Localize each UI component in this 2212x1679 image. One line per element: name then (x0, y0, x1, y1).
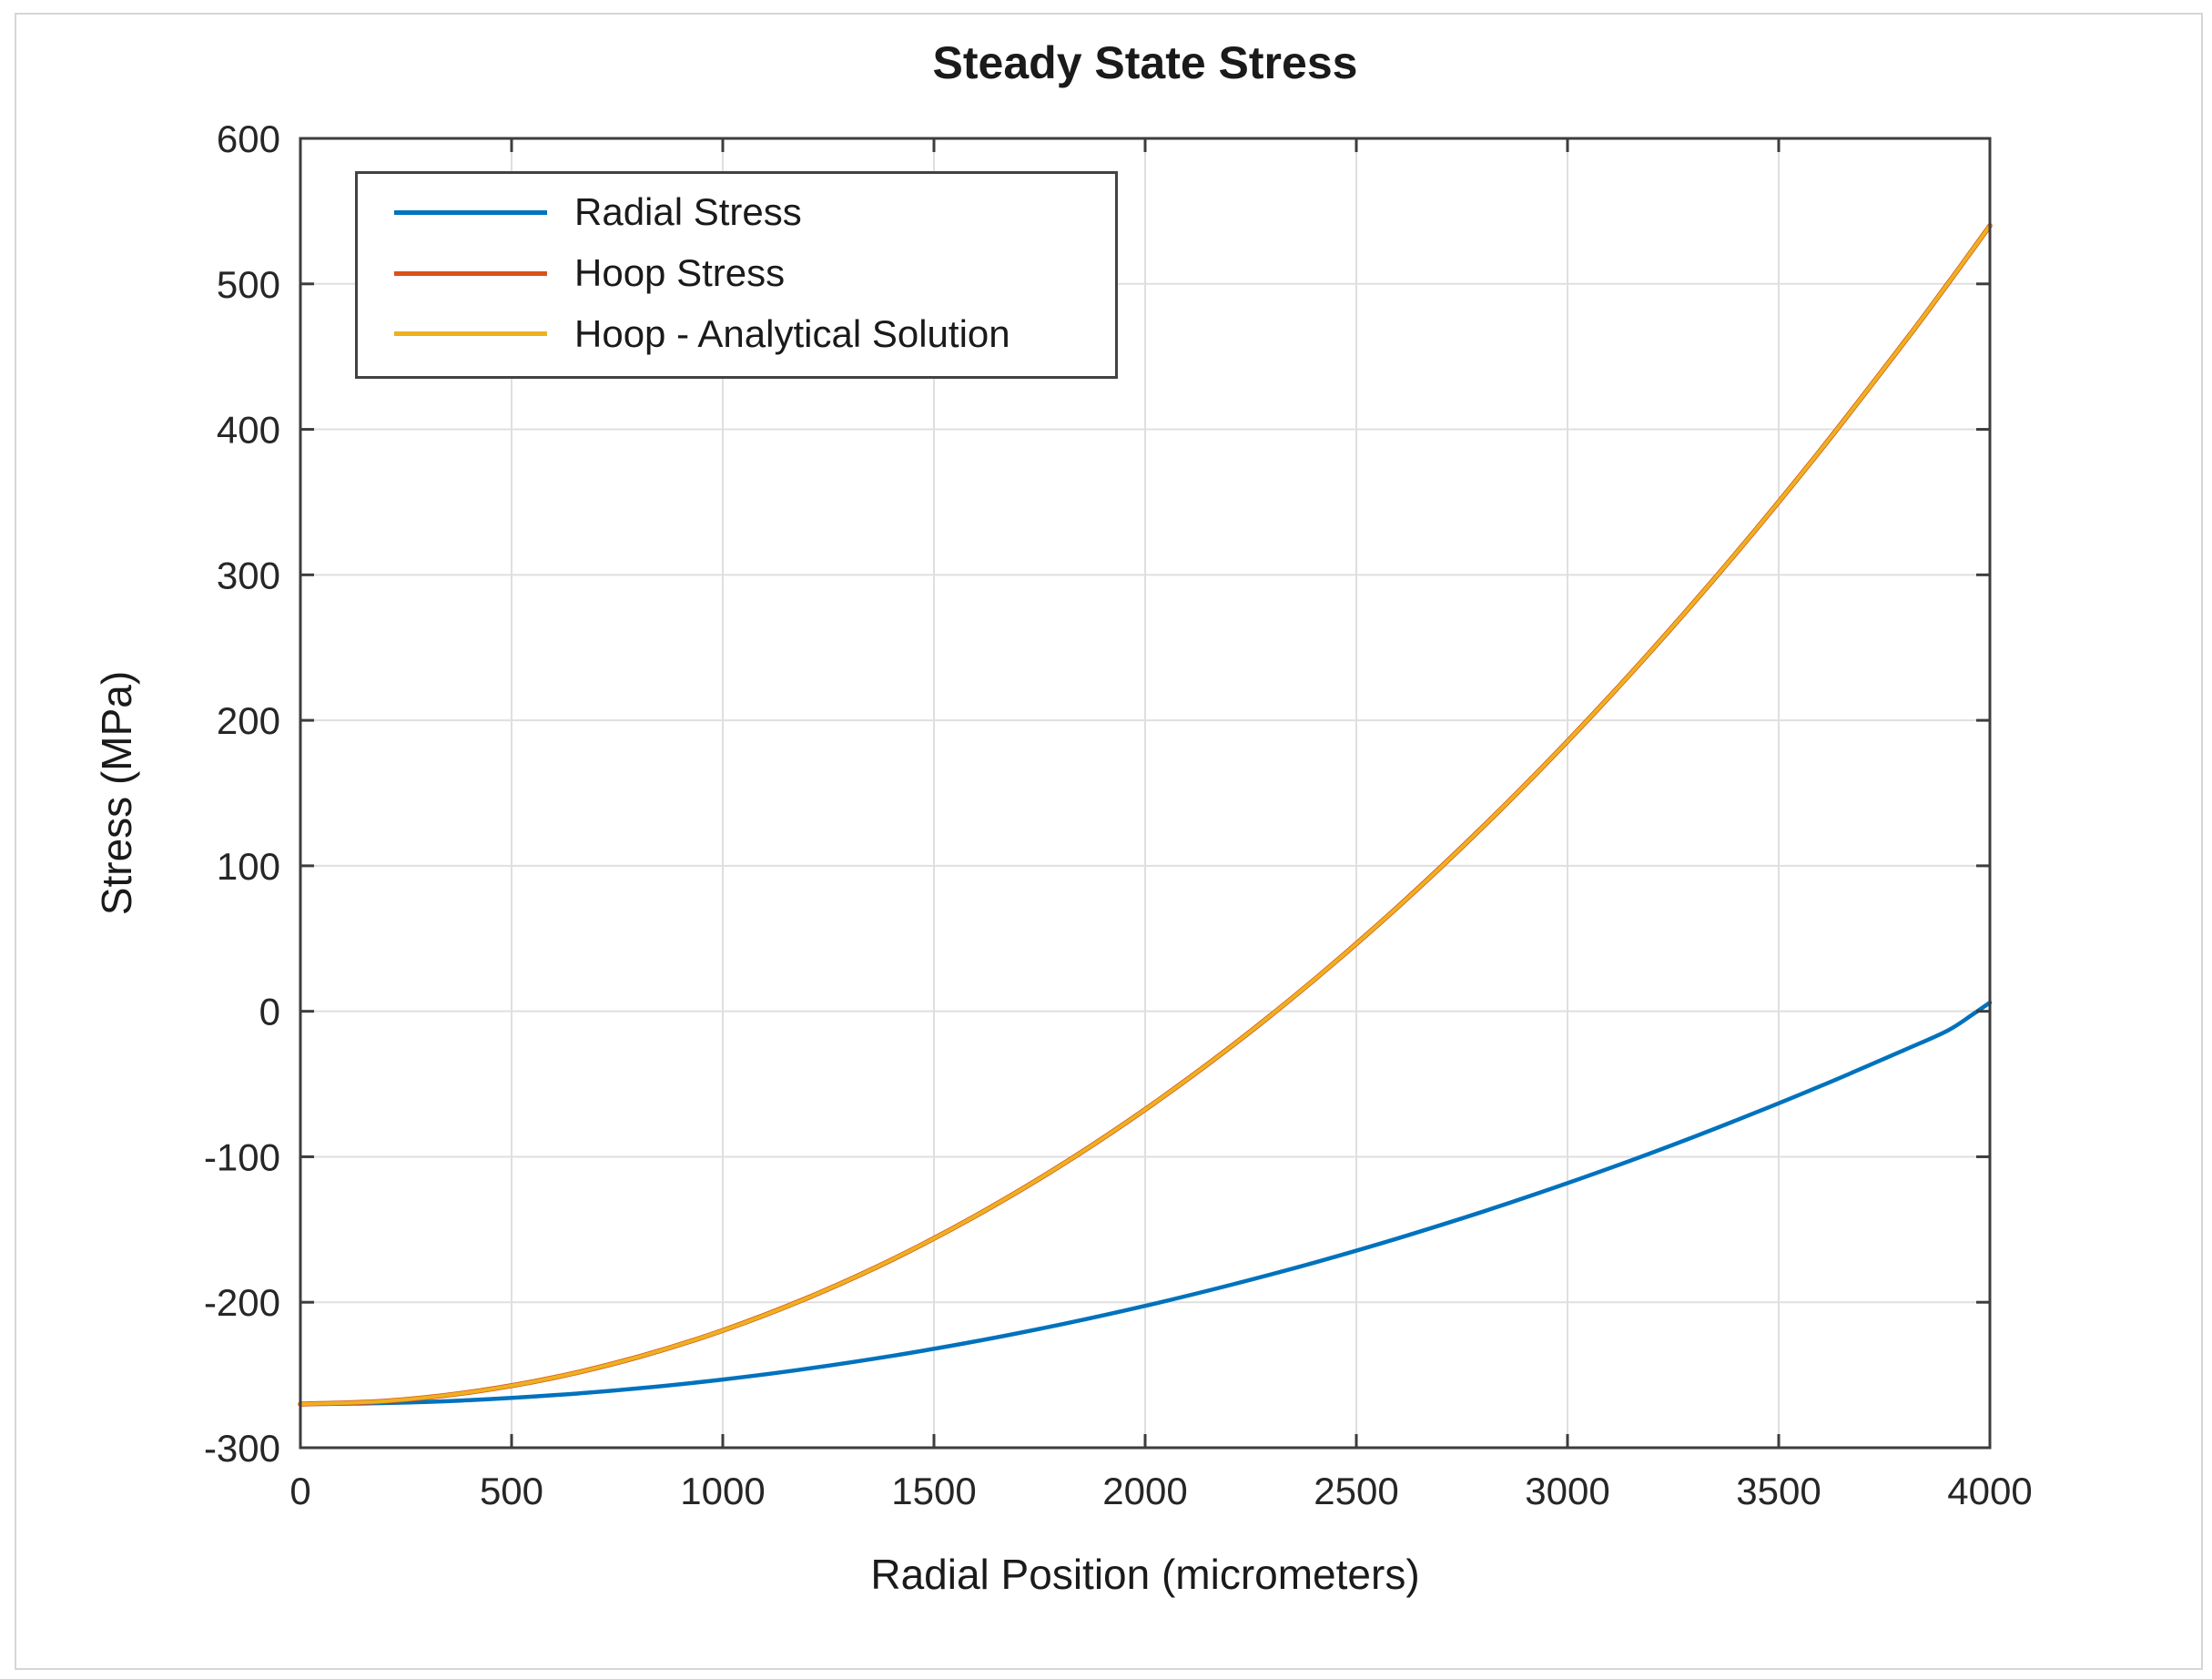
series-line-hoop-analytical-solution (299, 223, 1992, 1407)
legend: Radial Stress Hoop Stress Hoop - Analyti… (355, 171, 1118, 379)
x-tick-label: 500 (480, 1470, 543, 1512)
legend-line-swatch-hoop (394, 270, 547, 276)
legend-label-radial: Radial Stress (574, 190, 802, 233)
x-tick-label: 4000 (1947, 1470, 2032, 1512)
x-tick-label: 1500 (891, 1470, 976, 1512)
x-tick-label: 2500 (1314, 1470, 1398, 1512)
series-line-radial-stress (298, 1000, 1993, 1407)
x-tick-label: 1000 (680, 1470, 765, 1512)
y-tick-label: 100 (217, 845, 280, 888)
y-tick-label: 200 (217, 699, 280, 742)
y-tick-label: 300 (217, 554, 280, 596)
chart-title: Steady State Stress (932, 37, 1358, 88)
y-tick-label: -200 (204, 1281, 280, 1324)
legend-label-hoop: Hoop Stress (574, 250, 786, 294)
legend-line-swatch-radial (394, 209, 547, 215)
legend-line-swatch-analytical (394, 331, 547, 337)
x-tick-label: 0 (289, 1470, 310, 1512)
legend-item-hoop-stress: Hoop Stress (394, 250, 1106, 294)
x-axis-label: Radial Position (micrometers) (870, 1551, 1420, 1598)
x-tick-label: 2000 (1102, 1470, 1187, 1512)
y-tick-label: -100 (204, 1135, 280, 1178)
y-tick-label: 600 (217, 117, 280, 160)
y-tick-label: 0 (259, 991, 280, 1033)
legend-label-analytical: Hoop - Analytical Solution (574, 311, 1010, 355)
x-tick-label: 3000 (1525, 1470, 1609, 1512)
legend-item-radial-stress: Radial Stress (394, 190, 1106, 233)
y-tick-label: 400 (217, 409, 280, 452)
y-tick-label: -300 (204, 1427, 280, 1470)
y-axis-label: Stress (MPa) (93, 670, 140, 916)
legend-item-hoop-analytical: Hoop - Analytical Solution (394, 311, 1106, 355)
x-tick-label: 3500 (1736, 1470, 1821, 1512)
y-tick-label: 500 (217, 263, 280, 306)
